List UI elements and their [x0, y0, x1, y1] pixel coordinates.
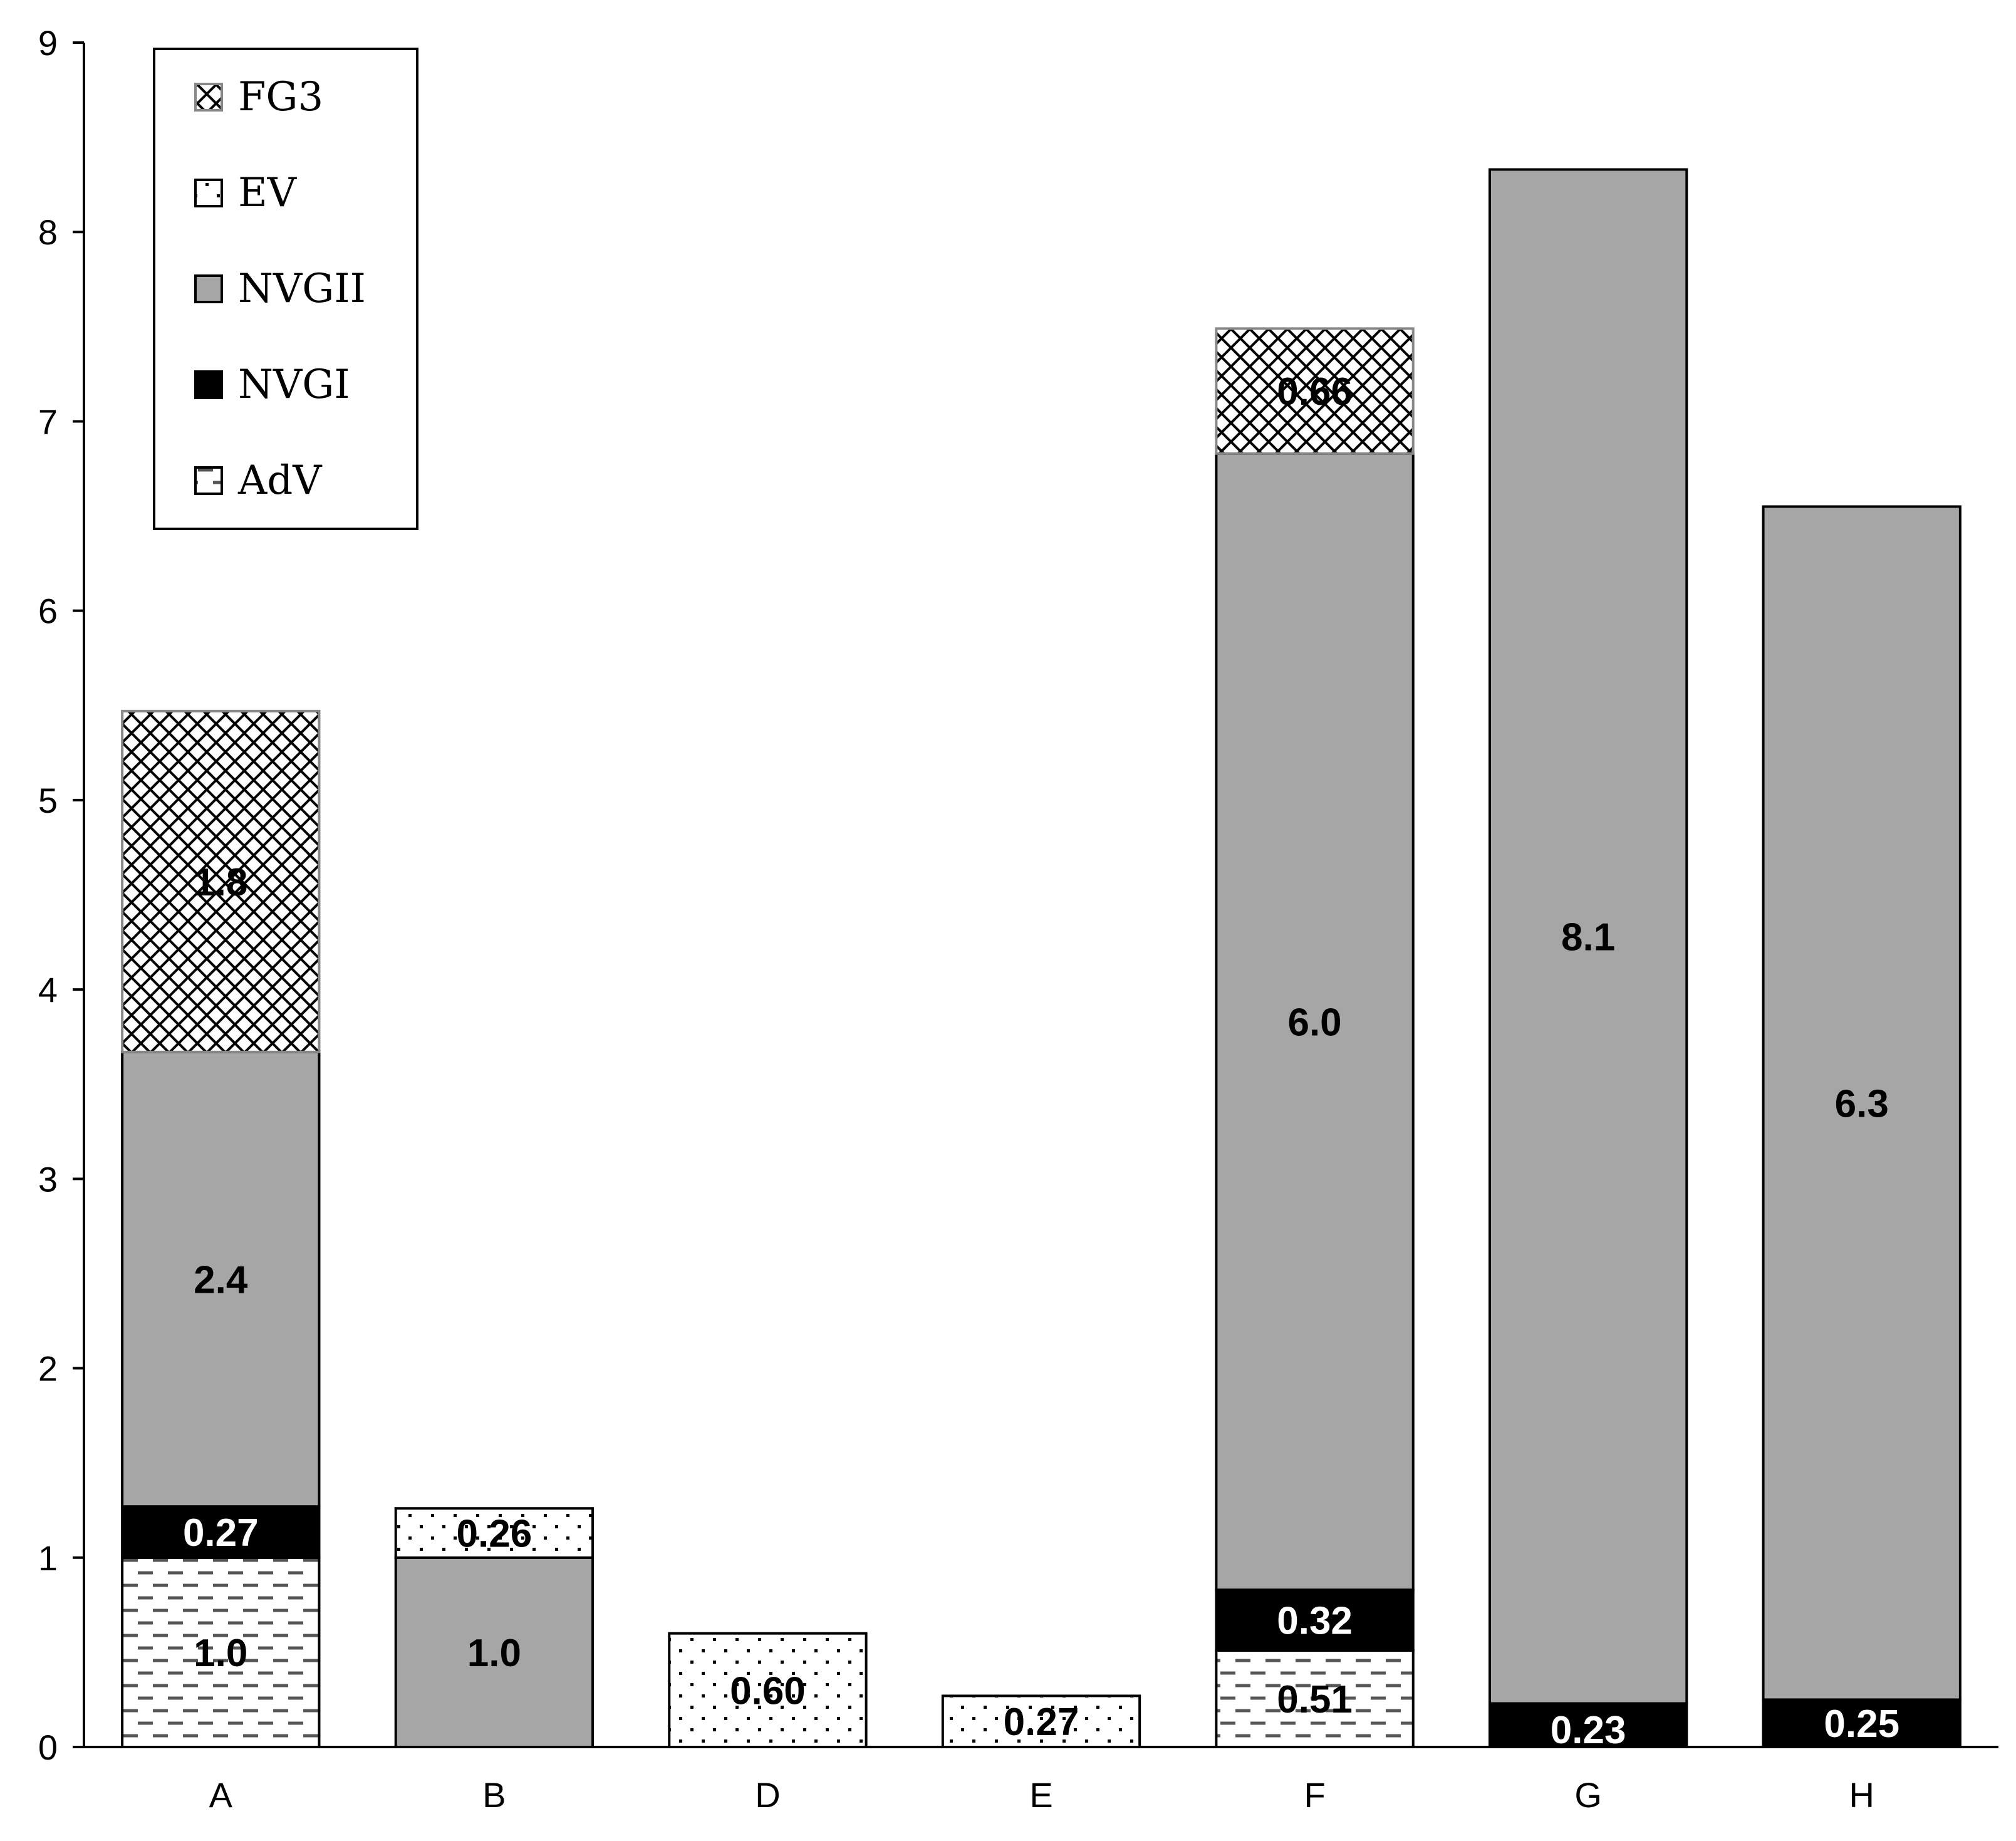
bar-segment-nvgii — [1215, 452, 1415, 1592]
legend-label-nvgii: NVGII — [238, 266, 366, 312]
data-label: 8.1 — [1561, 915, 1615, 959]
y-tick-label: 4 — [38, 970, 58, 1009]
x-tick-label: G — [1574, 1775, 1602, 1815]
x-tick-label: F — [1304, 1775, 1325, 1815]
data-label: 1.8 — [194, 861, 247, 904]
y-tick-label: 8 — [38, 212, 58, 252]
data-label: 0.32 — [1277, 1600, 1353, 1643]
bar-segment-nvgi — [1215, 1588, 1415, 1652]
bar-segment-ev — [941, 1694, 1141, 1748]
bar-segment-nvgii — [1488, 168, 1688, 1705]
x-tick-label: H — [1849, 1775, 1874, 1815]
data-label: 6.3 — [1835, 1082, 1889, 1125]
bar-segment-fg3 — [121, 709, 321, 1053]
x-tick-label: A — [209, 1775, 233, 1815]
bar-segment-ev — [394, 1507, 595, 1559]
data-label: 1.0 — [467, 1632, 521, 1675]
legend-swatch-adv — [194, 466, 223, 495]
data-label: 2.4 — [194, 1259, 248, 1302]
legend-label-nvgi: NVGI — [238, 362, 350, 408]
x-tick-label: B — [482, 1775, 506, 1815]
y-tick-label: 3 — [38, 1159, 58, 1199]
legend: FG3 EV NVGII NVGI AdV — [153, 48, 418, 530]
bar-segment-nvgii — [1762, 505, 1961, 1701]
legend-label-ev: EV — [238, 170, 298, 216]
bar-segment-nvgi — [1488, 1702, 1688, 1748]
data-label: 0.27 — [183, 1511, 259, 1555]
data-label: 0.60 — [730, 1669, 806, 1713]
y-tick-label: 0 — [38, 1728, 58, 1767]
data-label: 6.0 — [1287, 1001, 1341, 1044]
y-tick-label: 9 — [38, 23, 58, 63]
y-tick-label: 2 — [38, 1349, 58, 1389]
legend-swatch-nvgii — [194, 274, 223, 303]
legend-swatch-nvgi — [194, 370, 223, 399]
legend-label-adv: AdV — [237, 457, 323, 504]
data-label: 0.25 — [1824, 1703, 1899, 1746]
data-label: 0.27 — [1004, 1701, 1079, 1744]
y-tick-label: 5 — [38, 781, 58, 820]
legend-label-fg3: FG3 — [238, 74, 323, 120]
y-tick-label: 1 — [38, 1538, 58, 1578]
bar-segment-nvgii — [394, 1556, 595, 1749]
y-tick-label: 6 — [38, 592, 58, 631]
data-label: 0.51 — [1277, 1678, 1353, 1721]
legend-swatch-fg3 — [194, 83, 223, 112]
data-label: 0.66 — [1277, 370, 1353, 414]
bar-segment-ev — [668, 1632, 868, 1749]
y-tick-label: 7 — [38, 402, 58, 441]
x-tick-label: D — [755, 1775, 780, 1815]
legend-swatch-ev — [194, 179, 223, 207]
x-tick-label: E — [1029, 1775, 1052, 1815]
y-axis: 0 1 2 3 4 5 6 7 8 9 — [38, 23, 85, 1767]
bar-segment-adv — [121, 1556, 321, 1749]
data-label: 1.0 — [194, 1632, 247, 1675]
data-label: 0.23 — [1551, 1709, 1626, 1752]
bar-segment-fg3 — [1215, 327, 1415, 455]
bars: 1.0 0.27 2.4 1.8 1.0 0.26 0.60 0.27 0.51 0.32 6.0 0… — [121, 168, 1961, 1752]
data-label: 0.26 — [457, 1512, 533, 1555]
